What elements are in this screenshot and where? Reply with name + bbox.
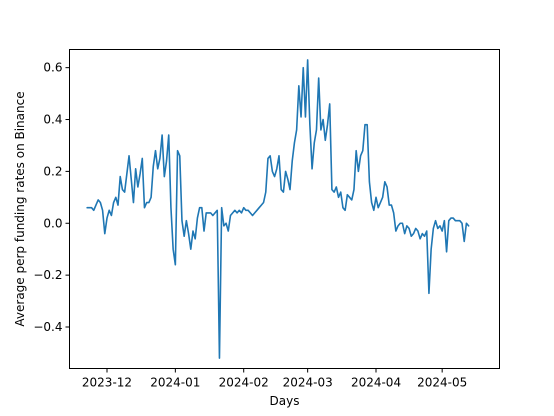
y-axis-ticks: 0.6 0.4 0.2 0.0 −0.2 −0.4 (33, 61, 70, 334)
series-group (86, 59, 470, 359)
x-tick-label: 2023-12 (82, 376, 132, 390)
x-tick-label: 2024-05 (417, 376, 467, 390)
y-tick-label: 0.2 (43, 164, 62, 178)
y-tick-label: 0.4 (43, 113, 62, 127)
x-tick-label: 2024-04 (351, 376, 401, 390)
y-tick-label: 0.0 (43, 216, 62, 230)
x-tick-label: 2024-03 (283, 376, 333, 390)
x-axis-ticks: 2023-12 2024-01 2024-02 2024-03 2024-04 2024-… (82, 368, 467, 390)
y-axis-label: Average perp funding rates on Binance (13, 91, 27, 326)
y-tick-label: −0.2 (33, 268, 62, 282)
plot-area-frame (69, 49, 500, 369)
x-axis-label: Days (270, 394, 300, 408)
series-line (86, 59, 470, 359)
x-tick-label: 2024-01 (150, 376, 200, 390)
y-tick-label: 0.6 (43, 61, 62, 75)
y-tick-label: −0.4 (33, 320, 62, 334)
x-tick-label: 2024-02 (219, 376, 269, 390)
